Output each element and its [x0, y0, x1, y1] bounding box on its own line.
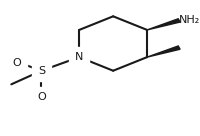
Text: S: S	[38, 66, 45, 76]
Polygon shape	[147, 19, 180, 30]
Text: O: O	[13, 58, 21, 68]
Text: O: O	[37, 92, 46, 102]
Polygon shape	[147, 46, 180, 57]
Text: NH₂: NH₂	[179, 15, 200, 25]
Text: N: N	[75, 52, 83, 62]
